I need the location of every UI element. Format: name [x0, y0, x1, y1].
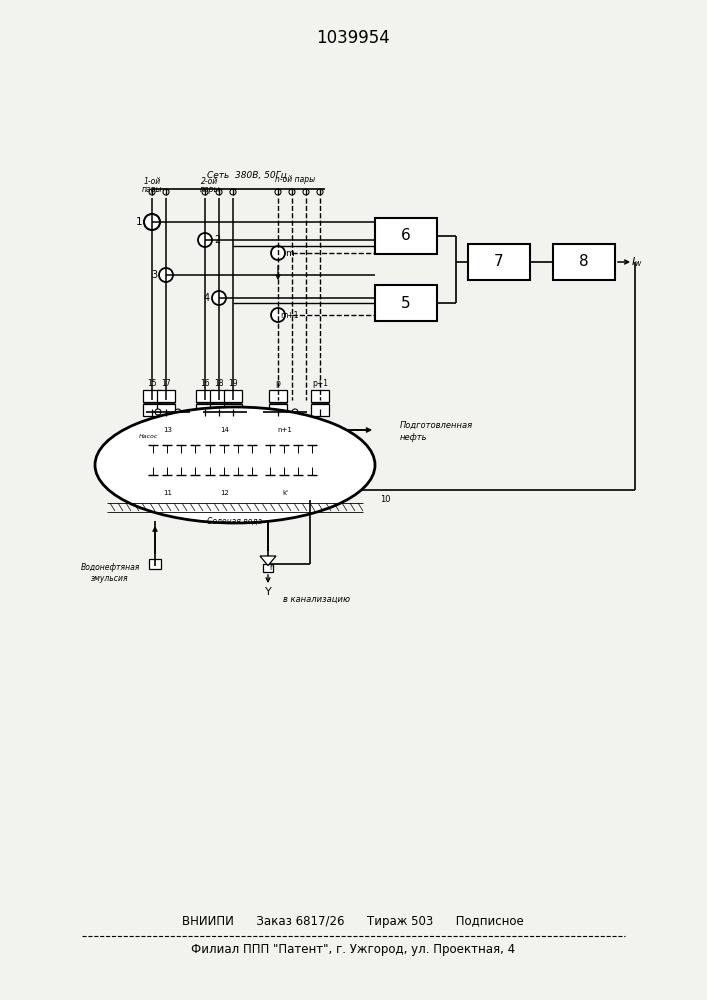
Bar: [196, 390, 214, 402]
Text: n+1: n+1: [278, 427, 293, 433]
Circle shape: [175, 409, 181, 415]
Bar: [263, 564, 273, 572]
Text: 8: 8: [579, 254, 589, 269]
Circle shape: [275, 189, 281, 195]
Text: m: m: [286, 248, 294, 257]
Text: 1-ой: 1-ой: [144, 178, 160, 186]
Text: Насос: Насос: [139, 434, 158, 440]
Bar: [143, 390, 161, 402]
Text: Водонефтяная
эмульсия: Водонефтяная эмульсия: [81, 563, 140, 583]
Polygon shape: [260, 556, 276, 566]
Bar: [375, 285, 437, 321]
Text: 11: 11: [163, 490, 173, 496]
Text: f: f: [270, 565, 272, 571]
Text: Соленая вода: Соленая вода: [207, 516, 262, 526]
Circle shape: [271, 308, 285, 322]
Text: 7: 7: [494, 254, 504, 269]
Bar: [375, 218, 437, 254]
Bar: [143, 404, 161, 416]
Circle shape: [163, 189, 169, 195]
Bar: [269, 404, 287, 416]
Circle shape: [144, 214, 160, 230]
Text: Y: Y: [264, 587, 271, 597]
Text: 16: 16: [200, 378, 210, 387]
Text: Подготовленная: Подготовленная: [400, 420, 473, 430]
Bar: [224, 404, 242, 416]
Bar: [468, 244, 530, 280]
Text: m+1: m+1: [281, 310, 299, 320]
Bar: [210, 404, 228, 416]
Text: 15: 15: [147, 378, 157, 387]
Text: нефть: нефть: [400, 434, 428, 442]
Text: 1: 1: [136, 217, 142, 227]
Circle shape: [216, 189, 222, 195]
Text: ВНИИПИ      Заказ 6817/26      Тираж 503      Подписное: ВНИИПИ Заказ 6817/26 Тираж 503 Подписное: [182, 916, 524, 928]
Text: 1039954: 1039954: [316, 29, 390, 47]
Text: 3: 3: [151, 270, 157, 280]
Bar: [157, 404, 175, 416]
Text: p+1: p+1: [312, 378, 328, 387]
Text: 18: 18: [214, 378, 223, 387]
Text: k': k': [282, 490, 288, 496]
Circle shape: [202, 189, 208, 195]
Text: пары: пары: [141, 184, 162, 194]
Bar: [269, 390, 287, 402]
Bar: [149, 559, 161, 569]
Text: 12: 12: [221, 490, 230, 496]
Bar: [196, 404, 214, 416]
Text: в канализацию: в канализацию: [283, 594, 350, 603]
Bar: [210, 390, 228, 402]
Text: 19: 19: [228, 378, 238, 387]
Ellipse shape: [95, 407, 375, 523]
Text: 10: 10: [380, 495, 390, 504]
Circle shape: [212, 291, 226, 305]
Circle shape: [272, 409, 278, 415]
Text: 13: 13: [163, 427, 173, 433]
Text: 2: 2: [214, 235, 220, 245]
Text: 6: 6: [401, 229, 411, 243]
Circle shape: [149, 189, 155, 195]
Circle shape: [230, 189, 236, 195]
Text: 2-ой: 2-ой: [201, 178, 218, 186]
Text: пары: пары: [200, 184, 221, 194]
Bar: [157, 390, 175, 402]
Circle shape: [212, 409, 218, 415]
Text: 4: 4: [204, 293, 210, 303]
Circle shape: [198, 233, 212, 247]
Circle shape: [303, 189, 309, 195]
Bar: [311, 390, 329, 402]
Text: 17: 17: [161, 378, 171, 387]
Bar: [553, 244, 615, 280]
Circle shape: [289, 189, 295, 195]
Circle shape: [317, 189, 323, 195]
Circle shape: [232, 409, 238, 415]
Text: p: p: [276, 378, 281, 387]
Text: 14: 14: [221, 427, 230, 433]
Text: Филиал ППП "Патент", г. Ужгород, ул. Проектная, 4: Филиал ППП "Патент", г. Ужгород, ул. Про…: [191, 944, 515, 956]
Text: $I_w$: $I_w$: [631, 255, 643, 269]
Text: n-ой пары: n-ой пары: [275, 176, 315, 184]
Bar: [311, 404, 329, 416]
Text: Сеть  380В, 50Гц: Сеть 380В, 50Гц: [207, 170, 287, 180]
Circle shape: [155, 409, 161, 415]
Circle shape: [292, 409, 298, 415]
Circle shape: [271, 246, 285, 260]
Circle shape: [159, 268, 173, 282]
Text: 5: 5: [401, 296, 411, 310]
Bar: [224, 390, 242, 402]
